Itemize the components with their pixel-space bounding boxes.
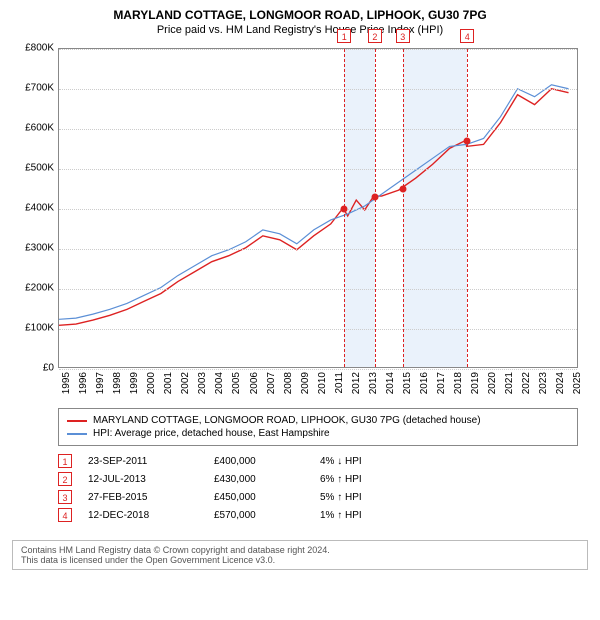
x-axis-label: 1996	[78, 372, 89, 394]
x-axis-label: 2006	[249, 372, 260, 394]
x-axis-label: 2001	[163, 372, 174, 394]
legend-swatch	[67, 433, 87, 435]
x-axis-label: 2025	[572, 372, 583, 394]
event-price: £400,000	[214, 456, 304, 467]
y-axis-label: £400K	[10, 203, 54, 214]
x-axis-label: 2023	[538, 372, 549, 394]
event-number: 2	[58, 472, 72, 486]
x-axis-label: 2011	[334, 372, 345, 394]
event-number: 1	[58, 454, 72, 468]
series-line	[59, 85, 569, 320]
sale-point	[464, 138, 471, 145]
event-date: 12-DEC-2018	[88, 510, 198, 521]
x-axis-label: 2003	[197, 372, 208, 394]
line-layer	[59, 49, 577, 367]
event-price: £450,000	[214, 492, 304, 503]
sale-point	[399, 186, 406, 193]
y-axis-label: £200K	[10, 283, 54, 294]
legend-swatch	[67, 420, 87, 422]
sale-point	[341, 206, 348, 213]
x-axis-label: 2017	[436, 372, 447, 394]
x-axis-label: 2000	[146, 372, 157, 394]
events-table: 1 23-SEP-2011 £400,000 4% ↓ HPI 2 12-JUL-2013…	[58, 454, 578, 522]
x-axis-label: 1997	[95, 372, 106, 394]
chart-subtitle: Price paid vs. HM Land Registry's House …	[12, 24, 588, 36]
y-axis-label: £600K	[10, 123, 54, 134]
event-row: 1 23-SEP-2011 £400,000 4% ↓ HPI	[58, 454, 578, 468]
x-axis-label: 2020	[487, 372, 498, 394]
legend-label: MARYLAND COTTAGE, LONGMOOR ROAD, LIPHOOK…	[93, 415, 481, 426]
chart-title: MARYLAND COTTAGE, LONGMOOR ROAD, LIPHOOK…	[12, 8, 588, 22]
event-row: 3 27-FEB-2015 £450,000 5% ↑ HPI	[58, 490, 578, 504]
event-delta: 1% ↑ HPI	[320, 510, 430, 521]
event-price: £570,000	[214, 510, 304, 521]
y-axis-label: £700K	[10, 83, 54, 94]
y-axis-label: £500K	[10, 163, 54, 174]
event-marker: 1	[337, 29, 351, 43]
chart-area: 1234 £0 £100K £200K £300K £400K £500K £600K £70…	[12, 42, 588, 402]
footer-line-1: Contains HM Land Registry data © Crown c…	[21, 545, 579, 555]
legend: MARYLAND COTTAGE, LONGMOOR ROAD, LIPHOOK…	[58, 408, 578, 446]
y-axis-label: £800K	[10, 43, 54, 54]
x-axis-label: 2008	[283, 372, 294, 394]
chart-container: MARYLAND COTTAGE, LONGMOOR ROAD, LIPHOOK…	[0, 0, 600, 532]
x-axis-label: 2018	[453, 372, 464, 394]
x-axis-label: 2013	[368, 372, 379, 394]
event-marker: 3	[396, 29, 410, 43]
x-axis-label: 2024	[555, 372, 566, 394]
y-axis-label: £0	[10, 363, 54, 374]
x-axis-label: 2016	[419, 372, 430, 394]
x-axis-label: 2019	[470, 372, 481, 394]
event-delta: 6% ↑ HPI	[320, 474, 430, 485]
x-axis-label: 2022	[521, 372, 532, 394]
event-number: 3	[58, 490, 72, 504]
x-axis-label: 2002	[180, 372, 191, 394]
event-date: 23-SEP-2011	[88, 456, 198, 467]
attribution-footer: Contains HM Land Registry data © Crown c…	[12, 540, 588, 570]
event-price: £430,000	[214, 474, 304, 485]
x-axis-label: 2014	[385, 372, 396, 394]
footer-line-2: This data is licensed under the Open Gov…	[21, 555, 579, 565]
event-marker: 4	[460, 29, 474, 43]
event-row: 2 12-JUL-2013 £430,000 6% ↑ HPI	[58, 472, 578, 486]
legend-item: HPI: Average price, detached house, East…	[67, 428, 569, 439]
sale-point	[371, 194, 378, 201]
event-date: 27-FEB-2015	[88, 492, 198, 503]
x-axis-label: 2015	[402, 372, 413, 394]
event-delta: 5% ↑ HPI	[320, 492, 430, 503]
x-axis-label: 2007	[266, 372, 277, 394]
x-axis-label: 1999	[129, 372, 140, 394]
event-date: 12-JUL-2013	[88, 474, 198, 485]
event-delta: 4% ↓ HPI	[320, 456, 430, 467]
x-axis-label: 2021	[504, 372, 515, 394]
event-number: 4	[58, 508, 72, 522]
x-axis-label: 2009	[300, 372, 311, 394]
x-axis-label: 1998	[112, 372, 123, 394]
legend-item: MARYLAND COTTAGE, LONGMOOR ROAD, LIPHOOK…	[67, 415, 569, 426]
x-axis-label: 2004	[214, 372, 225, 394]
y-axis-label: £300K	[10, 243, 54, 254]
event-marker: 2	[368, 29, 382, 43]
y-axis-label: £100K	[10, 323, 54, 334]
plot-area: 1234	[58, 48, 578, 368]
legend-label: HPI: Average price, detached house, East…	[93, 428, 330, 439]
x-axis-label: 1995	[61, 372, 72, 394]
event-row: 4 12-DEC-2018 £570,000 1% ↑ HPI	[58, 508, 578, 522]
x-axis-label: 2005	[231, 372, 242, 394]
x-axis-label: 2012	[351, 372, 362, 394]
x-axis-label: 2010	[317, 372, 328, 394]
